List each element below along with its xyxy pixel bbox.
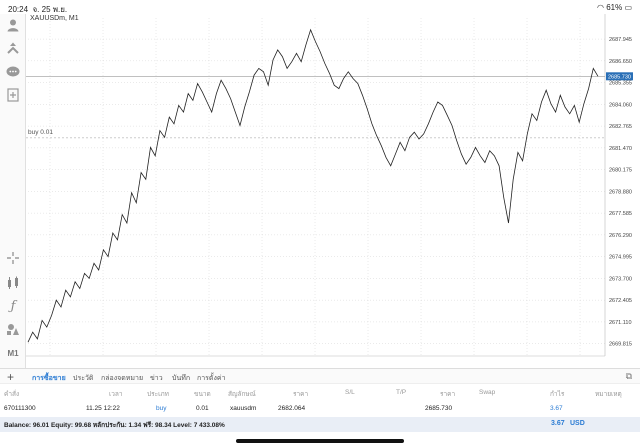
timeframe-button[interactable]: M1	[7, 349, 19, 358]
add-document-icon[interactable]	[5, 88, 21, 104]
header-comment[interactable]: หมายเหตุ	[595, 391, 622, 398]
header-profit[interactable]: กำไร	[550, 391, 565, 398]
header-symbol[interactable]: สัญลักษณ์	[228, 391, 256, 398]
home-indicator	[236, 439, 404, 443]
symbol-title: XAUUSDm, M1	[30, 15, 79, 22]
price-tick-label: 2677.585	[609, 211, 632, 217]
tab-trade[interactable]: การซื้อขาย	[32, 375, 66, 382]
row-profit: 3.67	[550, 405, 563, 412]
price-tick-label: 2684.060	[609, 102, 632, 108]
price-tick-label: 2686.650	[609, 59, 632, 65]
price-chart[interactable]: 2687.945 2686.650 2685.355 2684.060 2682.765…	[26, 14, 640, 376]
objects-icon[interactable]	[5, 322, 21, 338]
status-time-date: 20:24 จ. 25 พ.ย.	[8, 5, 68, 14]
row-symbol: xauusdm	[230, 405, 257, 412]
header-current-price[interactable]: ราคา	[440, 391, 456, 398]
row-size: 0.01	[196, 405, 209, 412]
header-sl[interactable]: S/L	[345, 389, 355, 396]
price-tick-label: 2685.355	[609, 81, 632, 87]
status-battery: ◠ 61% ▭	[596, 3, 632, 12]
row-time: 11.25 12:22	[86, 405, 120, 412]
buy-order-label[interactable]: buy 0.01	[28, 128, 53, 136]
row-price: 2682.064	[278, 405, 306, 412]
tab-history[interactable]: ประวัติ	[73, 375, 94, 382]
header-swap[interactable]: Swap	[479, 389, 496, 396]
chat-icon[interactable]	[5, 65, 21, 81]
terminal-tabbar: + การซื้อขาย ประวัติ กล่องจดหมาย ข่าว บั…	[0, 368, 640, 384]
price-tick-label: 2674.995	[609, 255, 632, 261]
balance-bar: Balance: 96.01 Equity: 99.68 หลักประกัน:…	[0, 417, 640, 432]
price-tick-label: 2680.175	[609, 168, 632, 174]
tab-settings[interactable]: การตั้งค่า	[197, 375, 226, 382]
row-type: buy	[156, 405, 167, 412]
price-tick-label: 2687.945	[609, 37, 632, 43]
total-profit: 3.67	[551, 420, 565, 427]
balance-summary: Balance: 96.01 Equity: 99.68 หลักประกัน:…	[4, 422, 225, 429]
function-icon[interactable]: ƒ	[10, 299, 16, 314]
layout-icon[interactable]: ⧉	[625, 371, 632, 381]
price-tick-label: 2676.290	[609, 233, 632, 239]
price-tick-label: 2682.765	[609, 124, 632, 130]
header-type[interactable]: ประเภท	[147, 391, 169, 398]
person-icon[interactable]	[5, 18, 21, 34]
trade-table-header: คำสั่ง เวลา ประเภท ขนาด สัญลักษณ์ ราคา S…	[0, 385, 640, 399]
battery-icon: ▭	[624, 3, 632, 12]
tab-journal[interactable]: บันทึก	[172, 375, 191, 382]
tab-mailbox[interactable]: กล่องจดหมาย	[101, 375, 144, 382]
row-current-price: 2685.730	[425, 405, 453, 412]
tab-news[interactable]: ข่าว	[150, 375, 163, 382]
price-tick-label: 2673.700	[609, 276, 632, 282]
trade-arrows-icon[interactable]	[5, 41, 21, 57]
header-price[interactable]: ราคา	[293, 391, 309, 398]
header-order[interactable]: คำสั่ง	[4, 391, 20, 398]
header-time[interactable]: เวลา	[109, 391, 123, 398]
price-series-line	[27, 28, 599, 343]
chart-canvas[interactable]: 2687.945 2686.650 2685.355 2684.060 2682.765…	[26, 14, 640, 369]
header-tp[interactable]: T/P	[396, 389, 407, 396]
price-tick-label: 2671.110	[609, 320, 632, 326]
candles-icon[interactable]	[5, 276, 21, 292]
crosshair-icon[interactable]	[5, 251, 21, 267]
status-bar: 20:24 จ. 25 พ.ย. ◠ 61% ▭	[0, 0, 640, 14]
row-order: 670111300	[4, 405, 36, 412]
price-tick-label: 2672.405	[609, 298, 632, 304]
left-toolbar: ƒ M1	[0, 14, 26, 384]
profit-currency: USD	[570, 420, 585, 427]
price-tick-label: 2681.470	[609, 146, 632, 152]
wifi-icon: ◠	[596, 3, 604, 12]
price-tick-label: 2669.815	[609, 342, 632, 348]
current-price-tag-label: 2685.730	[608, 74, 631, 80]
price-tick-label: 2678.880	[609, 189, 632, 195]
add-icon[interactable]: +	[7, 370, 15, 384]
current-price-tag	[606, 72, 633, 81]
header-size[interactable]: ขนาด	[194, 391, 211, 398]
table-row[interactable]: 670111300 11.25 12:22 buy 0.01 xauusdm 2…	[0, 401, 640, 415]
